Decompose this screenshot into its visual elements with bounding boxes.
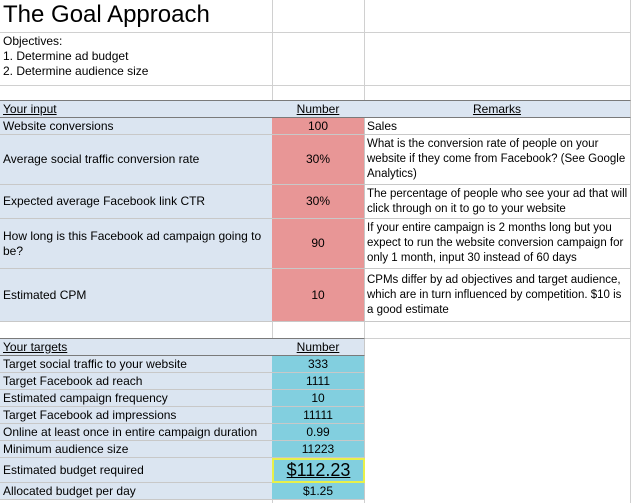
input-value[interactable]: 30% <box>272 185 365 219</box>
remark: Sales <box>364 118 631 135</box>
targets-header: Your targets <box>0 338 273 356</box>
target-value[interactable]: $1.25 <box>272 483 365 500</box>
grid-line <box>0 85 631 86</box>
input-label: Average social traffic conversion rate <box>0 135 273 185</box>
target-label: Target social traffic to your website <box>0 356 273 373</box>
targets-number-header: Number <box>272 338 365 356</box>
remark: If your entire campaign is 2 months long… <box>364 219 631 269</box>
sheet-title: The Goal Approach <box>3 1 210 28</box>
remark: The percentage of people who see your ad… <box>364 185 631 219</box>
input-label: Website conversions <box>0 118 273 135</box>
input-label: Estimated CPM <box>0 269 273 322</box>
objective-item: 2. Determine audience size <box>3 64 149 78</box>
budget-required-value[interactable]: $112.23 <box>272 458 365 483</box>
input-value[interactable]: 30% <box>272 135 365 185</box>
target-value[interactable]: 0.99 <box>272 424 365 441</box>
remark: What is the conversion rate of people on… <box>364 135 631 185</box>
remarks-header: Remarks <box>364 100 631 118</box>
objective-item: 1. Determine ad budget <box>3 49 129 63</box>
target-value[interactable]: 1111 <box>272 373 365 390</box>
input-value[interactable]: 90 <box>272 219 365 269</box>
target-label: Minimum audience size <box>0 441 273 458</box>
target-label: Online at least once in entire campaign … <box>0 424 273 441</box>
objectives-heading: Objectives: <box>3 34 63 48</box>
grid-line <box>0 32 631 33</box>
input-label: Expected average Facebook link CTR <box>0 185 273 219</box>
input-header: Your input <box>0 100 273 118</box>
target-value[interactable]: 11111 <box>272 407 365 424</box>
target-label: Estimated budget required <box>0 458 273 483</box>
target-value[interactable]: 10 <box>272 390 365 407</box>
objectives-block: Objectives: 1. Determine ad budget 2. De… <box>0 33 273 85</box>
number-header: Number <box>272 100 365 118</box>
target-label: Target Facebook ad impressions <box>0 407 273 424</box>
target-value[interactable]: 11223 <box>272 441 365 458</box>
target-label: Estimated campaign frequency <box>0 390 273 407</box>
target-label: Allocated budget per day <box>0 483 273 500</box>
input-value[interactable]: 10 <box>272 269 365 322</box>
input-label: How long is this Facebook ad campaign go… <box>0 219 273 269</box>
input-value[interactable]: 100 <box>272 118 365 135</box>
target-label: Target Facebook ad reach <box>0 373 273 390</box>
remark: CPMs differ by ad objectives and target … <box>364 269 631 322</box>
target-value[interactable]: 333 <box>272 356 365 373</box>
